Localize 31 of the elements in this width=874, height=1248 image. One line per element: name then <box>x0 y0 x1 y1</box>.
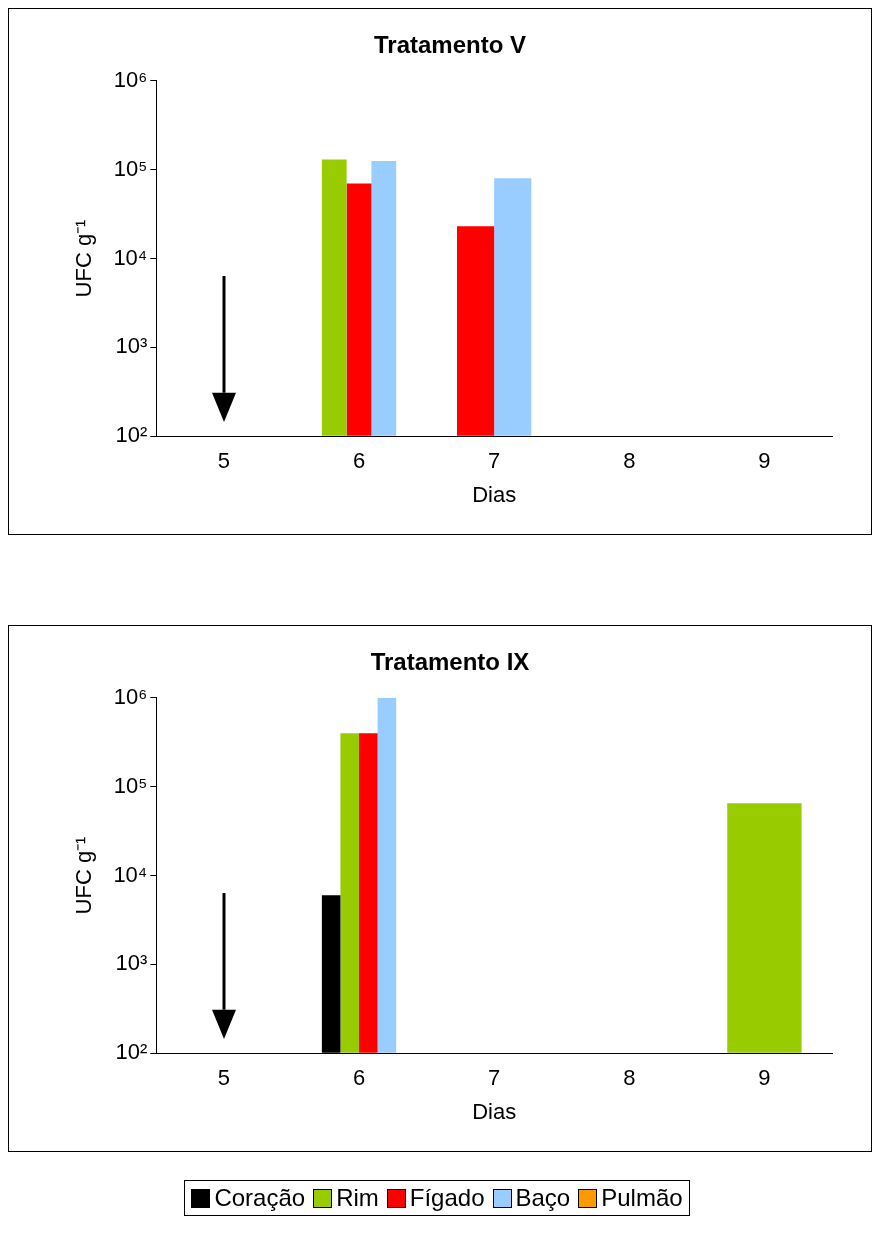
x-tick-label: 5 <box>217 1065 231 1091</box>
y-tick-label: 10² <box>115 1039 148 1065</box>
legend-label: Rim <box>336 1184 379 1212</box>
x-tick-label: 7 <box>488 448 501 474</box>
y-axis-title: UFC g⁻¹ <box>71 219 97 298</box>
y-tick-label: 10⁶ <box>113 66 148 92</box>
x-tick-label: 6 <box>352 448 366 474</box>
chart-title: Tratamento IX <box>370 648 530 676</box>
x-tick-label: 9 <box>758 448 771 474</box>
legend-label: Coração <box>214 1184 306 1212</box>
y-tick-label: 10⁴ <box>113 861 148 887</box>
x-axis-title: Dias <box>472 481 517 507</box>
x-tick-label: 7 <box>488 1065 501 1091</box>
legend-label: Fígado <box>409 1184 485 1212</box>
x-axis-title: Dias <box>472 1098 517 1124</box>
x-tick-label: 6 <box>352 1065 366 1091</box>
y-tick-label: 10³ <box>115 333 148 359</box>
x-tick-label: 5 <box>217 448 231 474</box>
x-tick-label: 9 <box>758 1065 771 1091</box>
y-tick-label: 10² <box>115 422 148 448</box>
y-tick-label: 10⁶ <box>113 683 148 709</box>
chart-title: Tratamento V <box>373 31 527 59</box>
y-axis-title: UFC g⁻¹ <box>71 836 97 915</box>
x-tick-label: 8 <box>623 1065 636 1091</box>
legend-label: Pulmão <box>601 1184 683 1212</box>
legend-label: Baço <box>515 1184 571 1212</box>
y-tick-label: 10³ <box>115 950 148 976</box>
y-tick-label: 10⁴ <box>113 244 148 270</box>
y-tick-label: 10⁵ <box>113 772 148 798</box>
x-tick-label: 8 <box>623 448 636 474</box>
y-tick-label: 10⁵ <box>113 155 148 181</box>
